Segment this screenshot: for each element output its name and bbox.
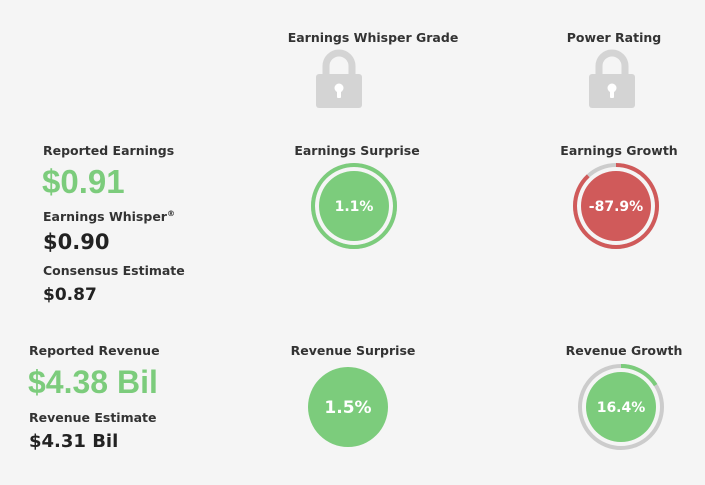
revenue-growth-label: Revenue Growth (565, 343, 683, 358)
power-rating-lock-icon (587, 48, 637, 114)
earnings-growth-label: Earnings Growth (560, 143, 678, 158)
gauge-disc (586, 372, 656, 442)
revenue-surprise-gauge: 1.5% (303, 362, 393, 456)
earnings-whisper-value: $0.90 (43, 230, 110, 254)
reported-revenue-value: $4.38 Bil (28, 364, 158, 400)
registered-mark: ® (166, 209, 175, 218)
gauge-disc (581, 171, 651, 241)
revenue-estimate-label: Revenue Estimate (29, 410, 157, 425)
earnings-surprise-label: Earnings Surprise (294, 143, 420, 158)
earnings-growth-gauge: -87.9% (571, 161, 661, 255)
revenue-growth-gauge: 16.4% (576, 362, 666, 456)
earnings-surprise-value: 1.1% (335, 199, 374, 215)
revenue-surprise-value: 1.5% (324, 398, 371, 418)
consensus-estimate-label: Consensus Estimate (43, 263, 185, 278)
revenue-surprise-label: Revenue Surprise (290, 343, 416, 358)
consensus-estimate-value: $0.87 (43, 285, 97, 305)
reported-earnings-label: Reported Earnings (43, 143, 175, 158)
gauge-disc (319, 171, 389, 241)
gauge-arc (578, 364, 664, 450)
revenue-growth-value: 16.4% (597, 400, 646, 416)
earnings-growth-value: -87.9% (589, 199, 643, 215)
revenue-estimate-value: $4.31 Bil (29, 431, 119, 452)
whisper-grade-lock-icon (314, 48, 364, 114)
reported-revenue-label: Reported Revenue (29, 343, 160, 358)
earnings-whisper-label: Earnings Whisper® (43, 209, 175, 225)
gauge-disc (308, 367, 388, 447)
gauge-arc (573, 163, 659, 249)
whisper-grade-label: Earnings Whisper Grade (287, 30, 459, 45)
reported-earnings-value: $0.91 (42, 163, 125, 200)
power-rating-label: Power Rating (566, 30, 662, 45)
gauge-arc (311, 163, 397, 249)
earnings-surprise-gauge: 1.1% (309, 161, 399, 255)
